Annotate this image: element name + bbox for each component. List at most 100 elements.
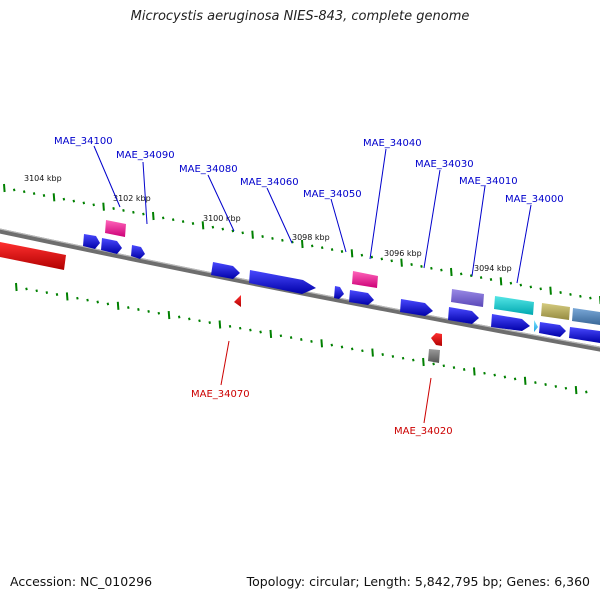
minor-tick (442, 364, 446, 368)
gene-feature[interactable] (539, 322, 566, 337)
minor-tick (22, 190, 26, 194)
minor-tick (45, 291, 49, 295)
minor-tick (462, 368, 466, 371)
gene-feature[interactable] (131, 245, 145, 259)
major-tick (400, 258, 403, 267)
minor-tick (147, 309, 150, 313)
gene-feature[interactable] (234, 295, 241, 307)
gene-feature[interactable] (400, 299, 433, 316)
minor-tick (86, 298, 89, 302)
major-tick (371, 348, 374, 357)
major-tick (52, 193, 56, 202)
gene-feature[interactable] (83, 234, 100, 249)
minor-tick (360, 253, 364, 257)
gene-feature[interactable] (249, 270, 316, 294)
gene-feature[interactable] (101, 238, 122, 254)
minor-tick (72, 199, 76, 203)
minor-tick (534, 381, 537, 385)
minor-tick (381, 353, 384, 356)
minor-tick (391, 354, 395, 358)
minor-tick (539, 287, 542, 291)
gene-label[interactable]: MAE_34100 (54, 136, 113, 147)
gene-label[interactable]: MAE_34040 (363, 138, 422, 149)
minor-tick (579, 294, 582, 298)
gene-feature[interactable] (569, 327, 600, 343)
minor-tick (554, 384, 558, 388)
minor-tick (112, 207, 115, 210)
minor-tick (459, 272, 463, 276)
minor-tick (12, 188, 16, 192)
gene-feature[interactable] (572, 308, 600, 325)
minor-tick (35, 289, 38, 293)
gene-label[interactable]: MAE_34050 (303, 189, 362, 200)
gene-feature[interactable] (451, 289, 484, 307)
gene-label[interactable]: MAE_34060 (240, 177, 299, 188)
minor-tick (585, 390, 588, 394)
gene-feature[interactable] (541, 303, 570, 320)
gene-feature[interactable] (534, 320, 538, 332)
gene-feature[interactable] (431, 333, 442, 346)
minor-tick (32, 192, 36, 196)
minor-tick (469, 274, 473, 278)
minor-tick (198, 319, 201, 323)
major-tick (102, 202, 105, 211)
minor-tick (137, 308, 140, 311)
gene-feature[interactable] (349, 290, 374, 305)
tick-label: 3102 kbp (113, 194, 151, 203)
tick-label: 3098 kbp (292, 233, 330, 242)
major-tick (218, 320, 222, 329)
tick-label: 3100 kbp (203, 214, 241, 223)
minor-tick (279, 334, 283, 338)
gene-feature[interactable] (428, 349, 440, 363)
minor-tick (380, 257, 384, 261)
minor-tick (544, 383, 547, 386)
tick-label: 3104 kbp (24, 174, 62, 183)
minor-tick (430, 266, 433, 270)
major-tick (574, 386, 578, 395)
gene-label[interactable]: MAE_34070 (191, 389, 250, 400)
major-tick (301, 239, 304, 249)
gene-feature[interactable] (491, 314, 530, 331)
gene-feature[interactable] (494, 296, 534, 315)
minor-tick (489, 278, 493, 281)
gene-label[interactable]: MAE_34090 (116, 150, 175, 161)
minor-tick (127, 306, 130, 310)
forward-label-leaders (93, 145, 532, 284)
gene-label[interactable]: MAE_34080 (179, 164, 238, 175)
major-tick (450, 267, 453, 277)
minor-tick (289, 336, 293, 340)
minor-tick (503, 375, 507, 379)
gene-feature[interactable] (211, 262, 240, 279)
gene-label[interactable]: MAE_34010 (459, 176, 518, 187)
minor-tick (96, 300, 99, 304)
gene-feature[interactable] (448, 307, 479, 324)
minor-tick (509, 281, 513, 285)
major-tick (3, 183, 6, 193)
minor-tick (361, 349, 364, 353)
major-tick (269, 329, 273, 338)
minor-tick (412, 358, 415, 362)
major-tick (251, 230, 254, 239)
major-tick (422, 357, 425, 367)
minor-tick (191, 222, 195, 225)
gene-label[interactable]: MAE_34020 (394, 426, 453, 437)
minor-tick (208, 321, 211, 325)
major-tick (65, 292, 69, 301)
gene-feature[interactable] (334, 286, 344, 299)
minor-tick (55, 293, 59, 296)
tick-label: 3094 kbp (474, 264, 512, 273)
gene-feature[interactable] (0, 242, 66, 270)
minor-tick (340, 345, 344, 349)
minor-tick (310, 339, 313, 343)
major-tick (549, 286, 552, 295)
minor-tick (211, 225, 215, 229)
major-tick (167, 311, 171, 320)
minor-tick (589, 296, 592, 300)
gene-label[interactable]: MAE_34030 (415, 159, 474, 170)
gene-feature[interactable] (105, 220, 126, 237)
gene-label[interactable]: MAE_34000 (505, 194, 564, 205)
gene-feature[interactable] (352, 271, 378, 288)
minor-tick (350, 347, 354, 351)
minor-tick (390, 259, 393, 263)
